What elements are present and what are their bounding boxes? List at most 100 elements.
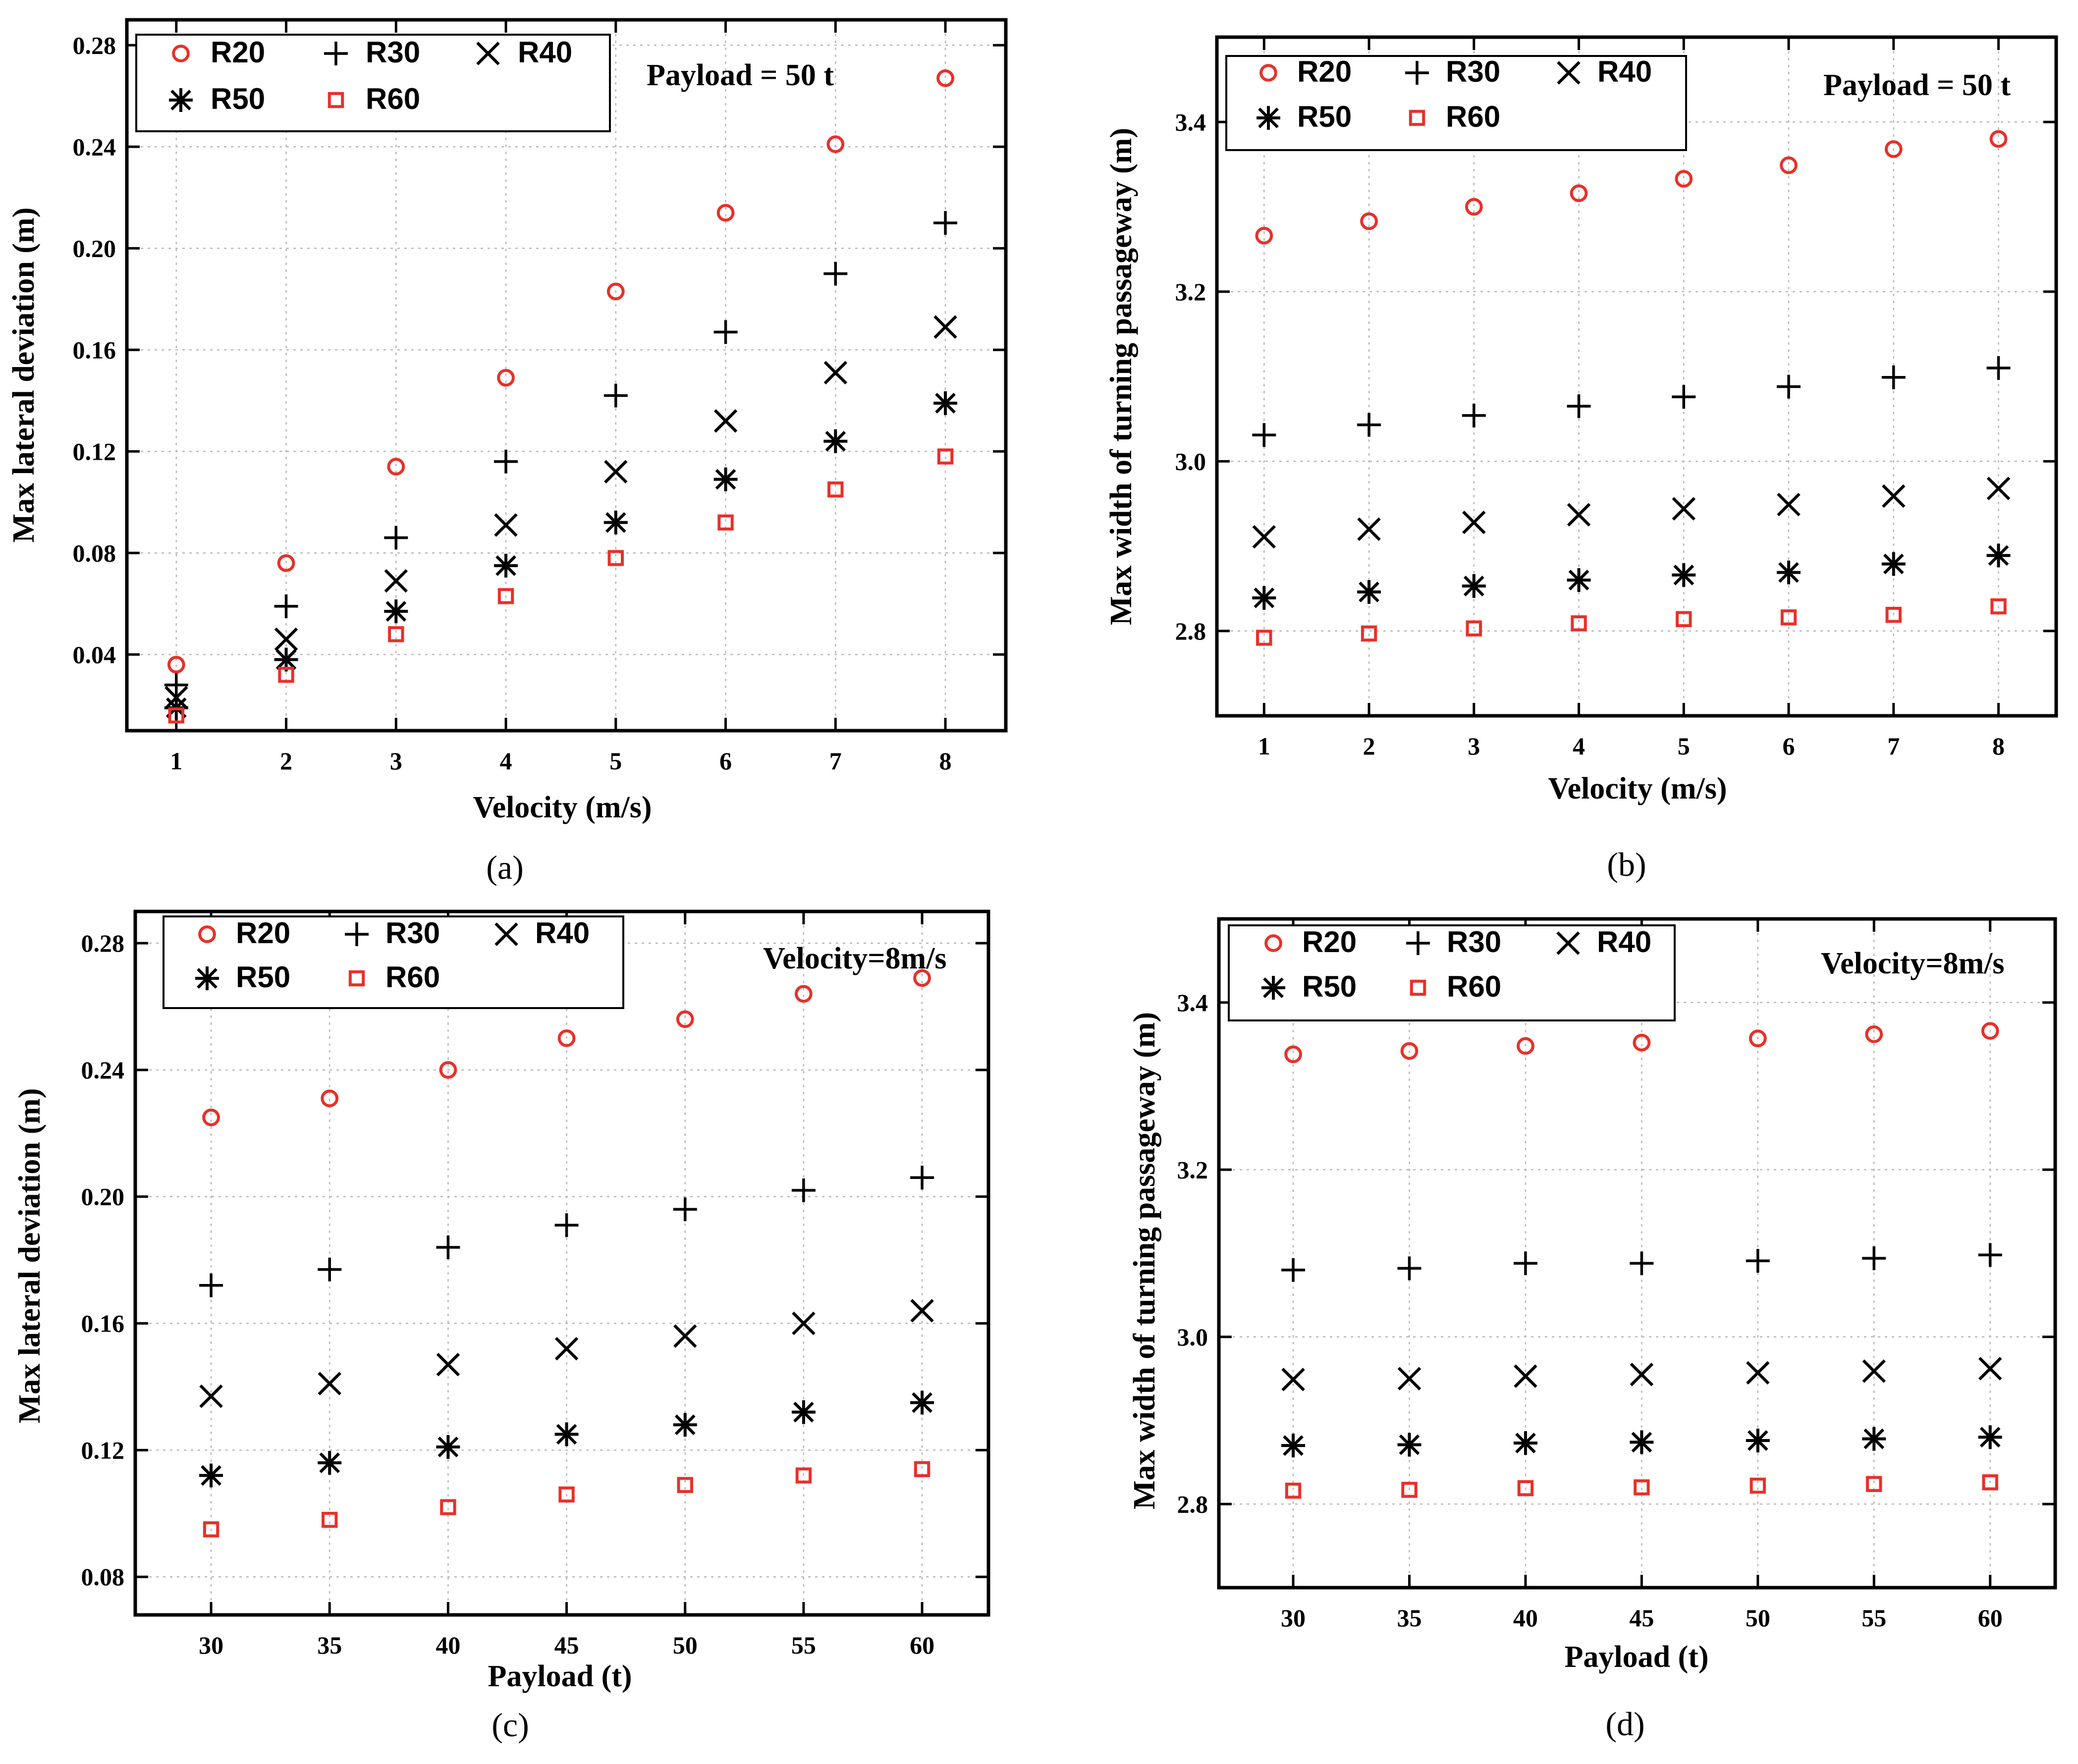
x-tick-label: 2 (1363, 732, 1375, 760)
legend-label: R20 (236, 916, 290, 950)
legend-marker (328, 92, 344, 108)
legend-entry-r50: R50 (195, 961, 290, 994)
legend-marker (1409, 109, 1425, 126)
x-axis-label: Velocity (m/s) (1548, 772, 1727, 805)
y-tick-label: 0.12 (81, 1436, 125, 1464)
legend-entry-r30: R30 (345, 916, 440, 950)
data-point (1630, 1251, 1654, 1276)
data-point (933, 391, 958, 415)
legend-marker (1406, 931, 1430, 955)
plot-frame (125, 18, 1008, 733)
legend-marker (1259, 64, 1277, 82)
legend-label: R20 (1302, 925, 1357, 959)
data-point (321, 1089, 339, 1108)
data-point (823, 262, 848, 286)
data-point (1676, 611, 1692, 627)
data-point (167, 655, 185, 674)
legend-marker (1557, 61, 1581, 85)
x-tick-label: 3 (1468, 732, 1480, 760)
data-point (1357, 580, 1381, 604)
x-tick-label: 45 (1629, 1604, 1654, 1632)
x-tick-label: 35 (1397, 1604, 1422, 1632)
panel-label: (b) (1607, 846, 1646, 883)
legend-marker (198, 925, 216, 943)
data-point (1672, 497, 1696, 521)
legend-marker (1257, 106, 1280, 130)
data-point (1517, 1037, 1534, 1055)
data-point (1397, 1433, 1422, 1457)
data-point (554, 1336, 579, 1361)
legend-label: R20 (1297, 55, 1352, 88)
data-point (1780, 156, 1798, 174)
x-tick-label: 40 (436, 1631, 460, 1659)
legend-label: R30 (366, 36, 420, 69)
legend-entry-r60: R60 (348, 961, 440, 994)
data-point (436, 1435, 460, 1459)
data-point (1978, 1357, 2002, 1381)
data-point (933, 315, 957, 339)
series-r30 (1252, 356, 2011, 447)
data-point (1255, 226, 1273, 245)
data-point (558, 1486, 575, 1503)
data-point (436, 1235, 460, 1260)
y-tick-label: 0.16 (73, 336, 116, 364)
legend-marker (1261, 976, 1285, 1000)
legend-marker (1264, 934, 1282, 952)
chart-panel-c: 30 35 40 45 50 55 60 0.08 0.12 0.16 0.20 0.24 0.28 Pa… (13, 909, 990, 1744)
legend-label: R60 (1447, 970, 1501, 1003)
legend-label: R60 (1446, 100, 1500, 133)
data-point (1978, 1243, 2002, 1267)
data-point (1256, 630, 1272, 646)
series-r40 (1252, 477, 2011, 549)
legend-marker (169, 88, 193, 112)
x-tick-label: 55 (1861, 1604, 1886, 1632)
series-r60 (1256, 598, 2007, 646)
legend-label: R40 (1597, 55, 1652, 88)
data-point (1884, 140, 1903, 158)
x-tick-label: 6 (1783, 732, 1795, 760)
data-point (1513, 1431, 1537, 1455)
legend-entry-r50: R50 (169, 82, 265, 115)
legend-entry-r20: R20 (172, 36, 265, 69)
y-tick-label: 0.28 (73, 31, 116, 59)
legend-marker (1556, 931, 1580, 955)
data-point (914, 1461, 930, 1477)
y-tick-label: 3.0 (1175, 447, 1206, 475)
x-tick-label: 7 (829, 747, 842, 775)
legend-box (135, 34, 611, 132)
data-point (1986, 543, 2011, 568)
x-axis-label: Payload (t) (488, 1659, 632, 1693)
x-tick-label: 60 (1978, 1604, 2003, 1632)
series-r30 (199, 1166, 934, 1297)
data-point (1252, 525, 1276, 549)
y-tick-label: 3.0 (1177, 1323, 1208, 1351)
data-point (1517, 1480, 1534, 1497)
y-tick-label: 2.8 (1175, 617, 1206, 645)
data-point (1252, 423, 1276, 447)
legend: R20 R30 R40 R50 R60 (163, 915, 624, 1009)
data-point (494, 553, 518, 578)
legend-marker (324, 42, 348, 65)
data-point (1746, 1361, 1770, 1385)
data-point (603, 510, 628, 535)
data-point (1570, 184, 1588, 202)
data-point (1360, 212, 1378, 230)
data-point (1252, 586, 1276, 610)
data-point (717, 514, 734, 531)
chart-annotation: Payload = 50 t (647, 58, 834, 92)
data-point (1780, 609, 1797, 626)
legend-label: R60 (385, 961, 440, 994)
x-tick-label: 4 (1573, 732, 1585, 760)
data-point (933, 211, 958, 235)
data-point (792, 1311, 816, 1336)
series-r60 (1285, 1474, 1998, 1499)
y-axis-label: Max lateral deviation (m) (7, 208, 41, 543)
x-tick-label: 5 (1678, 732, 1690, 760)
legend-marker (172, 45, 190, 62)
legend-marker (476, 42, 500, 65)
data-point (607, 550, 624, 566)
data-point (1462, 574, 1486, 598)
y-axis-label: Max width of turning passageway (m) (1128, 1012, 1161, 1509)
data-point (1865, 1025, 1883, 1043)
